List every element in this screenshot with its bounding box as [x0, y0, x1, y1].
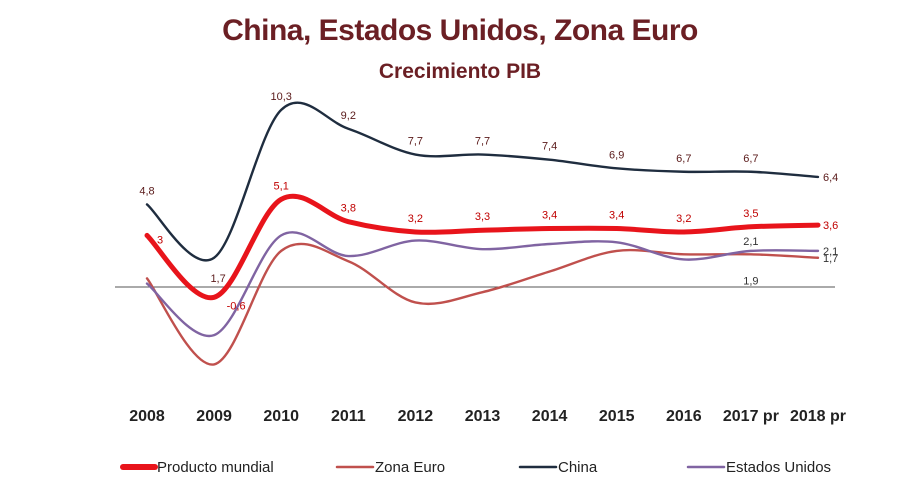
data-label-china-9: 6,7: [743, 153, 758, 165]
data-label-producto-mundial-7: 3,4: [609, 210, 624, 222]
data-label-china-7: 6,9: [609, 149, 624, 161]
legend-item-zona-euro: Zona Euro: [335, 459, 445, 476]
legend-item-producto-mundial: Producto mundial: [120, 459, 274, 476]
data-label-producto-mundial-4: 3,2: [408, 213, 423, 225]
data-label-china-8: 6,7: [676, 153, 691, 165]
chart-title: China, Estados Unidos, Zona Euro: [222, 14, 698, 47]
chart-subtitle: Crecimiento PIB: [378, 60, 542, 83]
data-label-producto-mundial-1: -0,6: [227, 300, 246, 312]
data-label-china-1: 1,7: [210, 273, 225, 285]
data-label-china-4: 7,7: [408, 136, 423, 148]
x-tick-label-6: 2014: [532, 408, 568, 425]
data-label-china-3: 9,2: [341, 110, 356, 122]
x-tick-label-5: 2013: [465, 408, 501, 425]
series-line-china: [145, 101, 820, 262]
data-label-zona-euro-10: 1,7: [823, 253, 838, 265]
data-label-zona-euro-9: 1,9: [743, 275, 758, 287]
x-tick-label-2: 2010: [263, 408, 299, 425]
data-label-producto-mundial-0: 3: [157, 234, 163, 246]
data-label-producto-mundial-2: 5,1: [274, 180, 289, 192]
x-tick-label-3: 2011: [331, 408, 366, 425]
x-axis: 2008 2009 2010 2011 2012 2013 2014 2015 2016 2017…: [129, 408, 846, 425]
data-labels-layer: 3 -0,6 5,1 3,8 3,2 3,3 3,4 3,4 3,2 3,5 3,6 1,9 1,7 4,…: [139, 91, 838, 312]
data-label-producto-mundial-8: 3,2: [676, 213, 691, 225]
x-tick-label-10: 2018 pr: [790, 408, 846, 425]
series-layer: [115, 101, 835, 366]
data-label-producto-mundial-5: 3,3: [475, 211, 490, 223]
x-tick-label-1: 2009: [196, 408, 232, 425]
legend-item-estados-unidos: Estados Unidos: [686, 459, 831, 476]
data-label-producto-mundial-3: 3,8: [341, 203, 356, 215]
series-line-producto-mundial: [144, 193, 821, 300]
x-tick-label-7: 2015: [599, 408, 635, 425]
x-tick-label-9: 2017 pr: [723, 408, 779, 425]
data-label-estados-unidos-10: 2,1: [823, 246, 838, 258]
legend-item-china: China: [518, 459, 598, 476]
legend-label-estados-unidos: Estados Unidos: [726, 459, 831, 476]
legend-label-zona-euro: Zona Euro: [375, 459, 445, 476]
series-line-zona-euro: [145, 242, 820, 366]
data-label-producto-mundial-10: 3,6: [823, 220, 838, 232]
x-tick-label-4: 2012: [398, 408, 434, 425]
data-label-producto-mundial-6: 3,4: [542, 210, 557, 222]
legend-label-china: China: [558, 459, 598, 476]
series-line-estados-unidos: [145, 231, 820, 338]
data-label-china-0: 4,8: [139, 185, 154, 197]
legend-label-producto-mundial: Producto mundial: [157, 459, 274, 476]
legend: Producto mundial Zona Euro China Estados Un…: [120, 459, 831, 476]
x-tick-label-0: 2008: [129, 408, 165, 425]
data-label-china-10: 6,4: [823, 172, 838, 184]
x-tick-label-8: 2016: [666, 408, 702, 425]
data-label-china-6: 7,4: [542, 141, 557, 153]
data-label-producto-mundial-9: 3,5: [743, 208, 758, 220]
data-label-estados-unidos-9: 2,1: [743, 236, 758, 248]
data-label-china-5: 7,7: [475, 136, 490, 148]
data-label-china-2: 10,3: [270, 91, 291, 103]
